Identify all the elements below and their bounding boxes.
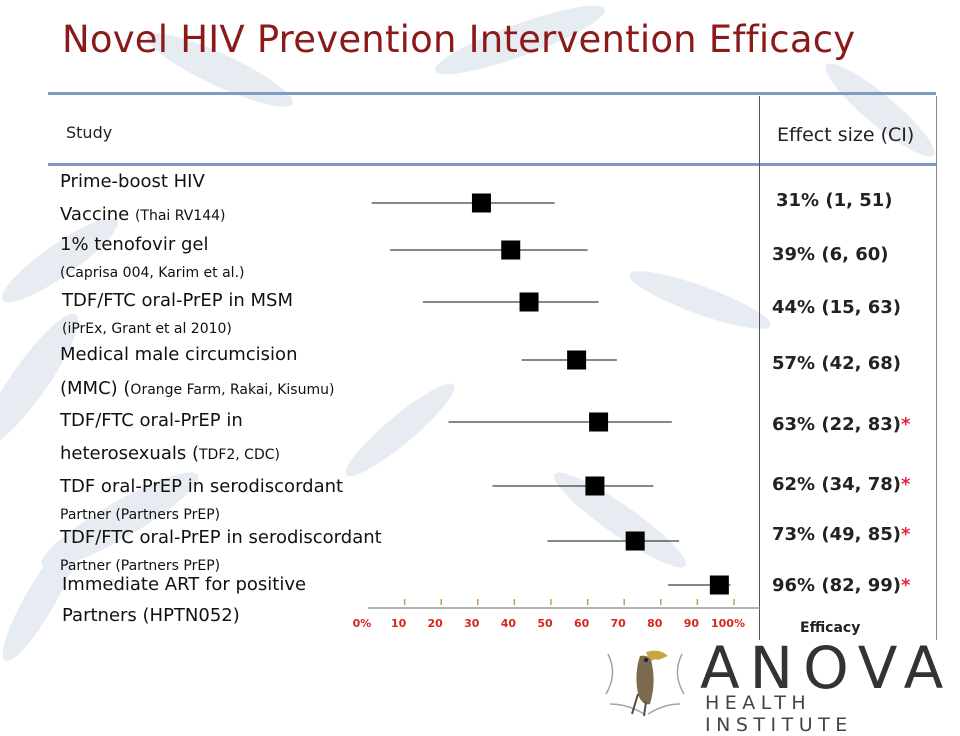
study-5-subtitle: heterosexuals (TDF2, CDC): [60, 443, 280, 464]
column-header-effect: Effect size (CI): [777, 124, 915, 146]
x-axis-tick-label: 10: [391, 617, 407, 630]
effect-estimate-marker: [471, 193, 491, 213]
effect-size-4: 57% (42, 68): [772, 353, 902, 374]
page-title: Novel HIV Prevention Intervention Effica…: [62, 18, 856, 61]
column-divider: [759, 96, 760, 640]
effect-estimate-marker: [585, 476, 605, 496]
column-header-study: Study: [66, 123, 113, 142]
background-leaves: [0, 5, 935, 662]
x-axis-tick-label: 0%: [353, 617, 372, 630]
effect-size-2: 39% (6, 60): [772, 244, 889, 265]
header-bottom-rule: [48, 163, 936, 166]
x-axis-tick-label: 30: [464, 617, 480, 630]
forest-plot: 0% 10 20 30 40 50 60 70 80 90 100%: [353, 193, 760, 630]
study-7-subtitle: Partner (Partners PrEP): [60, 558, 221, 574]
study-2-subtitle: (Caprisa 004, Karim et al.): [60, 265, 245, 281]
study-4-subtitle: (MMC) (Orange Farm, Rakai, Kisumu): [60, 378, 335, 399]
effect-size-3: 44% (15, 63): [772, 297, 902, 318]
effect-estimate-marker: [567, 350, 587, 370]
effect-estimate-marker: [709, 575, 729, 595]
effect-size-5: 63% (22, 83)*: [772, 414, 911, 435]
logo-tagline: HEALTH INSTITUTE: [705, 692, 853, 736]
x-axis-tick-label: 50: [537, 617, 553, 630]
study-1-subtitle: Vaccine (Thai RV144): [60, 204, 226, 225]
right-border: [936, 96, 937, 640]
study-2-title: 1% tenofovir gel: [60, 234, 209, 255]
effect-size-1: 31% (1, 51): [776, 190, 893, 211]
effect-size-8: 96% (82, 99)*: [772, 575, 911, 596]
study-6-title: TDF oral-PrEP in serodiscordant: [60, 476, 344, 497]
effect-size-7: 73% (49, 85)*: [772, 524, 911, 545]
study-7-title: TDF/FTC oral-PrEP in serodiscordant: [60, 527, 382, 548]
study-5-title: TDF/FTC oral-PrEP in: [60, 410, 243, 431]
x-axis-tick-label: 100%: [711, 617, 745, 630]
study-8-subtitle: Partners (HPTN052): [62, 605, 240, 626]
effect-estimate-marker: [519, 292, 539, 312]
effect-estimate-marker: [589, 412, 609, 432]
study-3-title: TDF/FTC oral-PrEP in MSM: [62, 290, 293, 311]
x-axis-tick-label: 80: [647, 617, 663, 630]
study-1-title: Prime-boost HIV: [60, 171, 205, 192]
x-axis-tick-label: 90: [684, 617, 700, 630]
study-6-subtitle: Partner (Partners PrEP): [60, 507, 221, 523]
logo-wordmark: ANOVA: [700, 634, 954, 702]
header-top-rule: [48, 92, 936, 95]
effect-estimate-marker: [625, 531, 645, 551]
x-axis-tick-label: 70: [611, 617, 627, 630]
study-3-subtitle: (iPrEx, Grant et al 2010): [62, 321, 232, 337]
hornbill-logo-icon: [600, 636, 692, 718]
x-axis-tick-label: 60: [574, 617, 590, 630]
x-axis-tick-label: 40: [501, 617, 517, 630]
x-axis-tick-label: 20: [428, 617, 444, 630]
effect-estimate-marker: [501, 240, 521, 260]
study-8-title: Immediate ART for positive: [62, 574, 307, 595]
effect-size-6: 62% (34, 78)*: [772, 474, 911, 495]
x-axis-label: Efficacy: [800, 620, 861, 636]
study-4-title: Medical male circumcision: [60, 344, 298, 365]
